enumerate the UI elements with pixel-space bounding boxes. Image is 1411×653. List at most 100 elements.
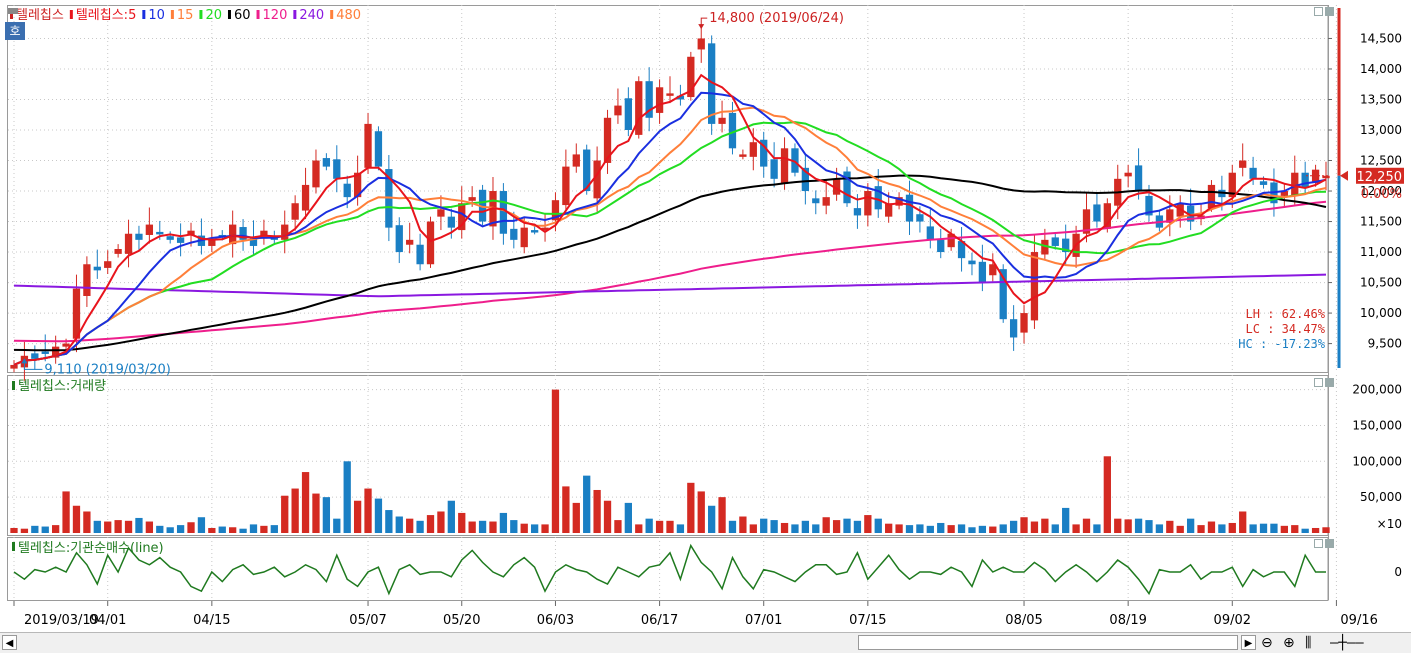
volume-bar [822, 517, 830, 533]
candle-body [832, 178, 841, 195]
candle-body [666, 93, 674, 96]
candle-body [812, 198, 820, 204]
candle-body [208, 239, 216, 246]
candle-body [916, 214, 924, 222]
columns-icon[interactable]: ⫼ [1305, 635, 1312, 651]
volume-bar [1207, 521, 1216, 533]
candle-body [1145, 195, 1153, 216]
candle-body [978, 261, 987, 283]
pane-minimize-button[interactable] [1314, 539, 1323, 548]
volume-bar [437, 511, 445, 533]
candle-body [1280, 191, 1288, 196]
volume-bar [916, 524, 924, 533]
volume-bar [20, 528, 29, 533]
legend-swatch [330, 10, 334, 19]
price-type-tag[interactable]: 호 [5, 22, 25, 40]
volume-bar [989, 526, 997, 533]
volume-bar [83, 511, 91, 533]
ma20-line [13, 121, 1327, 366]
candle-body [10, 364, 18, 369]
candle-body [562, 166, 570, 206]
volume-bar [343, 461, 351, 533]
candle-body [635, 81, 643, 135]
volume-bar [135, 517, 143, 533]
zoom-out-icon[interactable]: ⊖ [1261, 635, 1273, 651]
volume-bar [1145, 520, 1153, 533]
candle-body [135, 233, 143, 240]
candle-body [770, 159, 778, 179]
scroll-thumb[interactable] [858, 635, 1238, 650]
candle-body [791, 148, 799, 173]
candle-body [1311, 169, 1320, 184]
candle-body [603, 117, 612, 163]
date-tick-label: 07/01 [745, 613, 782, 628]
date-tick-label: 06/17 [641, 613, 678, 628]
institution-legend-swatch [12, 542, 15, 551]
volume-bar [229, 527, 237, 533]
pane-minimize-button[interactable] [1314, 7, 1323, 16]
horizontal-scrollbar[interactable]: ◀ ▶ ⊖ ⊕ ⫼ —┼—— [0, 632, 1411, 653]
candle-body [1259, 181, 1268, 185]
volume-bar [510, 520, 518, 533]
ma15-line [13, 106, 1327, 366]
pane-maximize-button[interactable] [1325, 378, 1334, 387]
legend-label: 15 [177, 8, 194, 23]
volume-tick-label: 200,000 [1352, 383, 1402, 397]
volume-bar [957, 524, 966, 533]
legend-swatch [142, 10, 146, 19]
volume-unit-label: ×10 [1377, 517, 1402, 531]
candle-body [1228, 172, 1236, 198]
candle-body [31, 353, 39, 359]
volume-bar [593, 489, 601, 533]
volume-bar [406, 518, 414, 533]
candle-body [572, 154, 580, 167]
volume-bar [489, 521, 497, 533]
volume-bar [541, 524, 549, 533]
candle-body [718, 117, 726, 124]
pane-minimize-button[interactable] [1314, 378, 1323, 387]
pane-maximize-button[interactable] [1325, 7, 1334, 16]
candle-body [1207, 184, 1216, 209]
candle-body [229, 224, 237, 245]
volume-bar [1280, 525, 1288, 533]
candle-body [1009, 319, 1018, 338]
legend-label: 텔레칩스:5 [76, 8, 137, 23]
price-tick-label: 11,000 [1360, 245, 1402, 259]
date-tick-label: 05/07 [349, 613, 386, 628]
candle-body [1103, 203, 1111, 229]
volume-bar [1072, 524, 1080, 533]
pane-maximize-button[interactable] [1325, 539, 1334, 548]
candle-body [697, 38, 705, 50]
candle-body [458, 203, 466, 231]
range-stat: HC : -17.23% [1238, 337, 1325, 351]
volume-bar [52, 525, 60, 533]
volume-bar [708, 505, 716, 533]
volume-bar [322, 497, 331, 533]
zoom-slider[interactable]: —┼—— [1330, 635, 1364, 651]
candle-body [1239, 160, 1247, 168]
volume-bar [864, 515, 872, 533]
zoom-in-icon[interactable]: ⊕ [1283, 635, 1295, 651]
volume-bar [874, 518, 882, 533]
volume-bar [10, 527, 18, 533]
volume-tick-label: 50,000 [1360, 490, 1402, 504]
scroll-left-button[interactable]: ◀ [2, 635, 17, 650]
volume-bar [1218, 524, 1226, 533]
candle-body [583, 149, 591, 192]
last-price-box [1356, 167, 1404, 184]
candle-body [874, 186, 882, 210]
volume-bar [301, 472, 310, 533]
volume-bar [843, 518, 851, 533]
volume-bar [551, 389, 560, 533]
volume-bar [1291, 525, 1299, 533]
volume-bar [603, 500, 612, 533]
volume-bar [1228, 522, 1236, 533]
volume-bar [885, 523, 893, 533]
candle-body [281, 224, 289, 240]
scroll-right-button[interactable]: ▶ [1241, 635, 1256, 650]
legend-swatch [293, 10, 297, 19]
volume-bar [478, 520, 487, 533]
volume-bars [10, 389, 1330, 533]
candle-body [1041, 239, 1049, 255]
candle-body [416, 244, 424, 265]
